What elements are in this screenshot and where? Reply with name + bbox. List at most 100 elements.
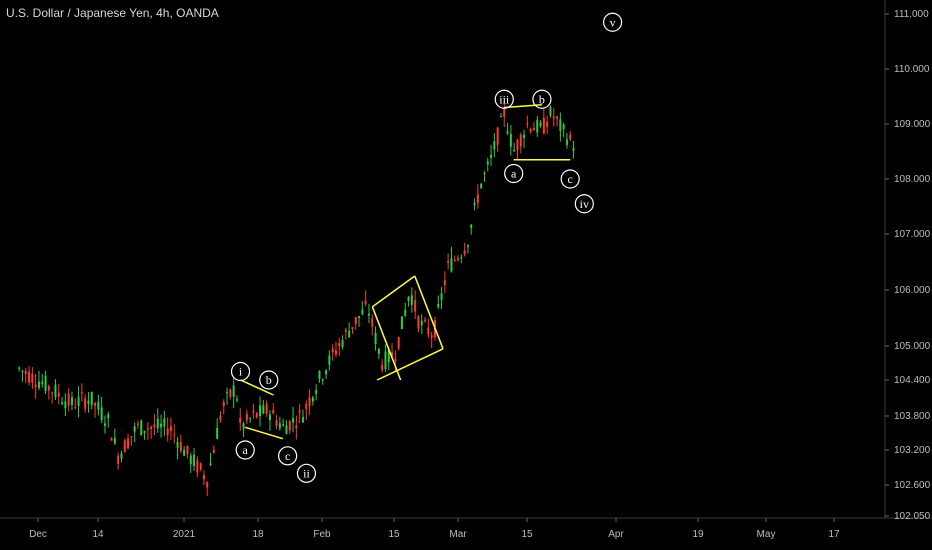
candle-body (476, 194, 479, 203)
candle-body (298, 410, 301, 413)
candle-body (140, 420, 143, 436)
candle-body (559, 119, 562, 131)
candle-body (381, 364, 384, 371)
price-tick-label: 111.000 (894, 9, 929, 20)
candle-body (87, 400, 90, 404)
chart-title: U.S. Dollar / Japanese Yen, 4h, OANDA (6, 6, 219, 20)
candle-body (417, 316, 420, 329)
candle-body (193, 454, 196, 467)
candle-body (130, 436, 133, 438)
candle-body (549, 107, 552, 116)
candle-body (146, 428, 149, 430)
candle-body (397, 336, 400, 349)
wave-label-circle (602, 12, 623, 32)
wave-label: iv (580, 197, 589, 211)
candle-body (64, 401, 67, 409)
candle-body (486, 161, 489, 165)
candle-body (288, 421, 291, 431)
wave-label-circle (259, 370, 279, 390)
price-tick-label: 102.600 (894, 480, 931, 491)
wave-label: v (610, 15, 616, 29)
price-tick-label: 103.200 (894, 445, 931, 456)
candle-body (199, 463, 202, 470)
candle-body (206, 481, 209, 488)
candle-body (562, 124, 565, 130)
candle-body (255, 412, 258, 418)
wave-label: a (511, 167, 517, 181)
candle-body (404, 309, 407, 316)
candle-body (295, 425, 298, 429)
candle-body (196, 460, 199, 473)
candle-body (371, 318, 374, 327)
candle-body (136, 423, 139, 425)
candle-body (34, 384, 37, 388)
candle-body (509, 133, 512, 147)
candle-body (268, 414, 271, 420)
candle-body (308, 397, 311, 407)
candle-body (318, 371, 321, 379)
time-tick-label: May (757, 529, 776, 540)
candle-body (331, 348, 334, 353)
candle-body (503, 107, 506, 117)
candle-body (183, 449, 186, 456)
candle-body (28, 371, 31, 383)
candle-body (212, 449, 215, 454)
candle-body (275, 420, 278, 426)
candle-body (466, 245, 469, 247)
candle-body (47, 386, 50, 391)
candle-body (120, 453, 123, 459)
candle-body (259, 405, 262, 417)
price-tick-label: 103.800 (894, 411, 931, 422)
candle-body (285, 425, 288, 435)
candle-body (473, 202, 476, 205)
pattern-trendline (240, 379, 274, 396)
candle-body (490, 154, 493, 158)
wave-label-circle (532, 89, 552, 109)
candle-body (354, 316, 357, 325)
wave-label-circle (574, 194, 594, 214)
candle-body (265, 403, 268, 414)
candle-body (186, 445, 189, 455)
candle-body (153, 424, 156, 428)
candle-body (526, 123, 529, 125)
candle-body (437, 304, 440, 307)
candle-body (539, 122, 542, 127)
candle-body (202, 475, 205, 480)
candle-body (367, 313, 370, 316)
candle-body (480, 183, 483, 188)
time-tick-label: Apr (608, 529, 624, 540)
candle-body (321, 379, 324, 381)
candle-body (542, 117, 545, 134)
candle-body (513, 149, 516, 152)
candle-body (338, 342, 341, 347)
candle-body (523, 134, 526, 138)
candle-body (529, 128, 532, 132)
candle-body (209, 463, 212, 466)
candle-body (249, 418, 252, 420)
candle-body (127, 438, 130, 449)
time-tick-label: 14 (92, 529, 104, 540)
candle-body (229, 389, 232, 397)
candle-body (156, 418, 159, 429)
candle-body (166, 428, 169, 436)
candle-body (103, 423, 106, 426)
price-tick-label: 104.400 (894, 375, 931, 386)
pattern-trendline (245, 426, 284, 440)
candle-body (400, 316, 403, 330)
candle-body (216, 427, 219, 439)
candle-body (499, 116, 502, 118)
time-tick-label: 2021 (173, 529, 196, 540)
candle-body (94, 403, 97, 406)
candle-body (364, 300, 367, 304)
candle-body (483, 173, 486, 175)
candle-body (110, 438, 113, 441)
candle-body (31, 373, 34, 383)
candle-body (377, 348, 380, 354)
wave-label-circle (235, 440, 255, 460)
wave-label: c (568, 172, 573, 186)
candle-body (496, 127, 499, 145)
candle-body (572, 148, 575, 151)
pattern-trendline (371, 275, 416, 308)
candle-body (348, 330, 351, 338)
